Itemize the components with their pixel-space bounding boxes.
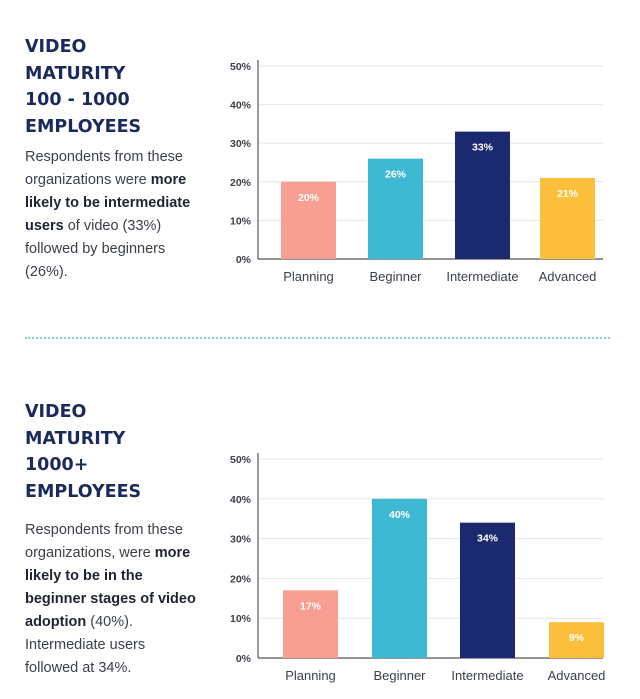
heading-line: MATURITY — [25, 428, 126, 449]
bar-planning — [281, 181, 336, 259]
bar-planning — [283, 590, 338, 658]
video-maturity-bar-chart: 0% 10% 20% 30% 40% 50% 20% Planning 26% Beginner 3… — [230, 60, 603, 284]
description-text: of video (33%) followed by beginners (26… — [25, 218, 166, 280]
description-highlight: more likely to be intermediate users — [25, 172, 191, 234]
y-tick-label: 20% — [230, 573, 252, 585]
description-highlight: more likely to be in the beginner stages… — [25, 545, 196, 630]
heading-line: VIDEO — [25, 402, 87, 422]
section-heading: VIDEO MATURITY 100 - 1000 EMPLOYEES — [25, 34, 141, 140]
video-maturity-bar-chart: 0% 10% 20% 30% 40% 50% 17% Planning 40% Beginner 3… — [230, 453, 606, 683]
section-divider — [25, 337, 610, 339]
x-tick-label: Beginner — [373, 668, 426, 683]
heading-line: EMPLOYEES — [25, 116, 142, 137]
x-tick-label: Beginner — [369, 269, 422, 284]
section-description: Respondents from these organizations wer… — [25, 146, 200, 284]
bar-advanced — [540, 177, 595, 259]
y-tick-label: 10% — [230, 215, 252, 227]
y-tick-label: 30% — [230, 138, 252, 150]
y-tick-label: 40% — [230, 100, 252, 112]
bar-beginner — [372, 498, 427, 658]
section-heading: VIDEO MATURITY 1000+ EMPLOYEES — [25, 399, 141, 505]
data-label: 34% — [477, 533, 499, 545]
y-tick-label: 50% — [230, 61, 252, 73]
x-tick-label: Planning — [283, 269, 334, 284]
x-tick-label: Planning — [285, 668, 336, 683]
description-text: (40%). Intermediate users followed at 34… — [25, 614, 146, 676]
heading-line: VIDEO — [25, 37, 87, 57]
section-description: Respondents from these organizations, we… — [25, 519, 200, 680]
video-maturity-100-1000-section: VIDEO MATURITY 100 - 1000 EMPLOYEES Resp… — [0, 0, 640, 330]
heading-line: MATURITY — [25, 63, 126, 84]
x-tick-label: Intermediate — [451, 668, 523, 683]
y-tick-label: 40% — [230, 494, 252, 506]
y-tick-label: 0% — [236, 254, 252, 266]
video-maturity-1000-plus-section: VIDEO MATURITY 1000+ EMPLOYEES Responden… — [0, 365, 640, 699]
data-label: 20% — [298, 192, 320, 204]
y-tick-label: 10% — [230, 613, 252, 625]
bar-intermediate — [460, 522, 515, 658]
description-text: Respondents from these organizations, we… — [25, 522, 183, 561]
bar-beginner — [368, 158, 423, 259]
y-tick-label: 30% — [230, 534, 252, 546]
x-tick-label: Advanced — [539, 269, 597, 284]
data-label: 9% — [569, 632, 585, 644]
description-text: Respondents from these organizations wer… — [25, 149, 183, 188]
data-label: 40% — [389, 509, 411, 521]
data-label: 33% — [472, 142, 494, 154]
bar-advanced — [549, 622, 604, 658]
heading-line: EMPLOYEES — [25, 481, 142, 502]
x-tick-label: Advanced — [548, 668, 606, 683]
data-label: 26% — [385, 169, 407, 181]
y-tick-label: 20% — [230, 177, 252, 189]
x-tick-label: Intermediate — [446, 269, 518, 284]
y-tick-label: 0% — [236, 653, 252, 665]
bar-intermediate — [455, 131, 510, 259]
heading-line: 1000+ — [25, 455, 89, 475]
data-label: 17% — [300, 600, 322, 612]
heading-line: 100 - 1000 — [25, 90, 130, 110]
y-tick-label: 50% — [230, 454, 252, 466]
data-label: 21% — [557, 188, 579, 200]
